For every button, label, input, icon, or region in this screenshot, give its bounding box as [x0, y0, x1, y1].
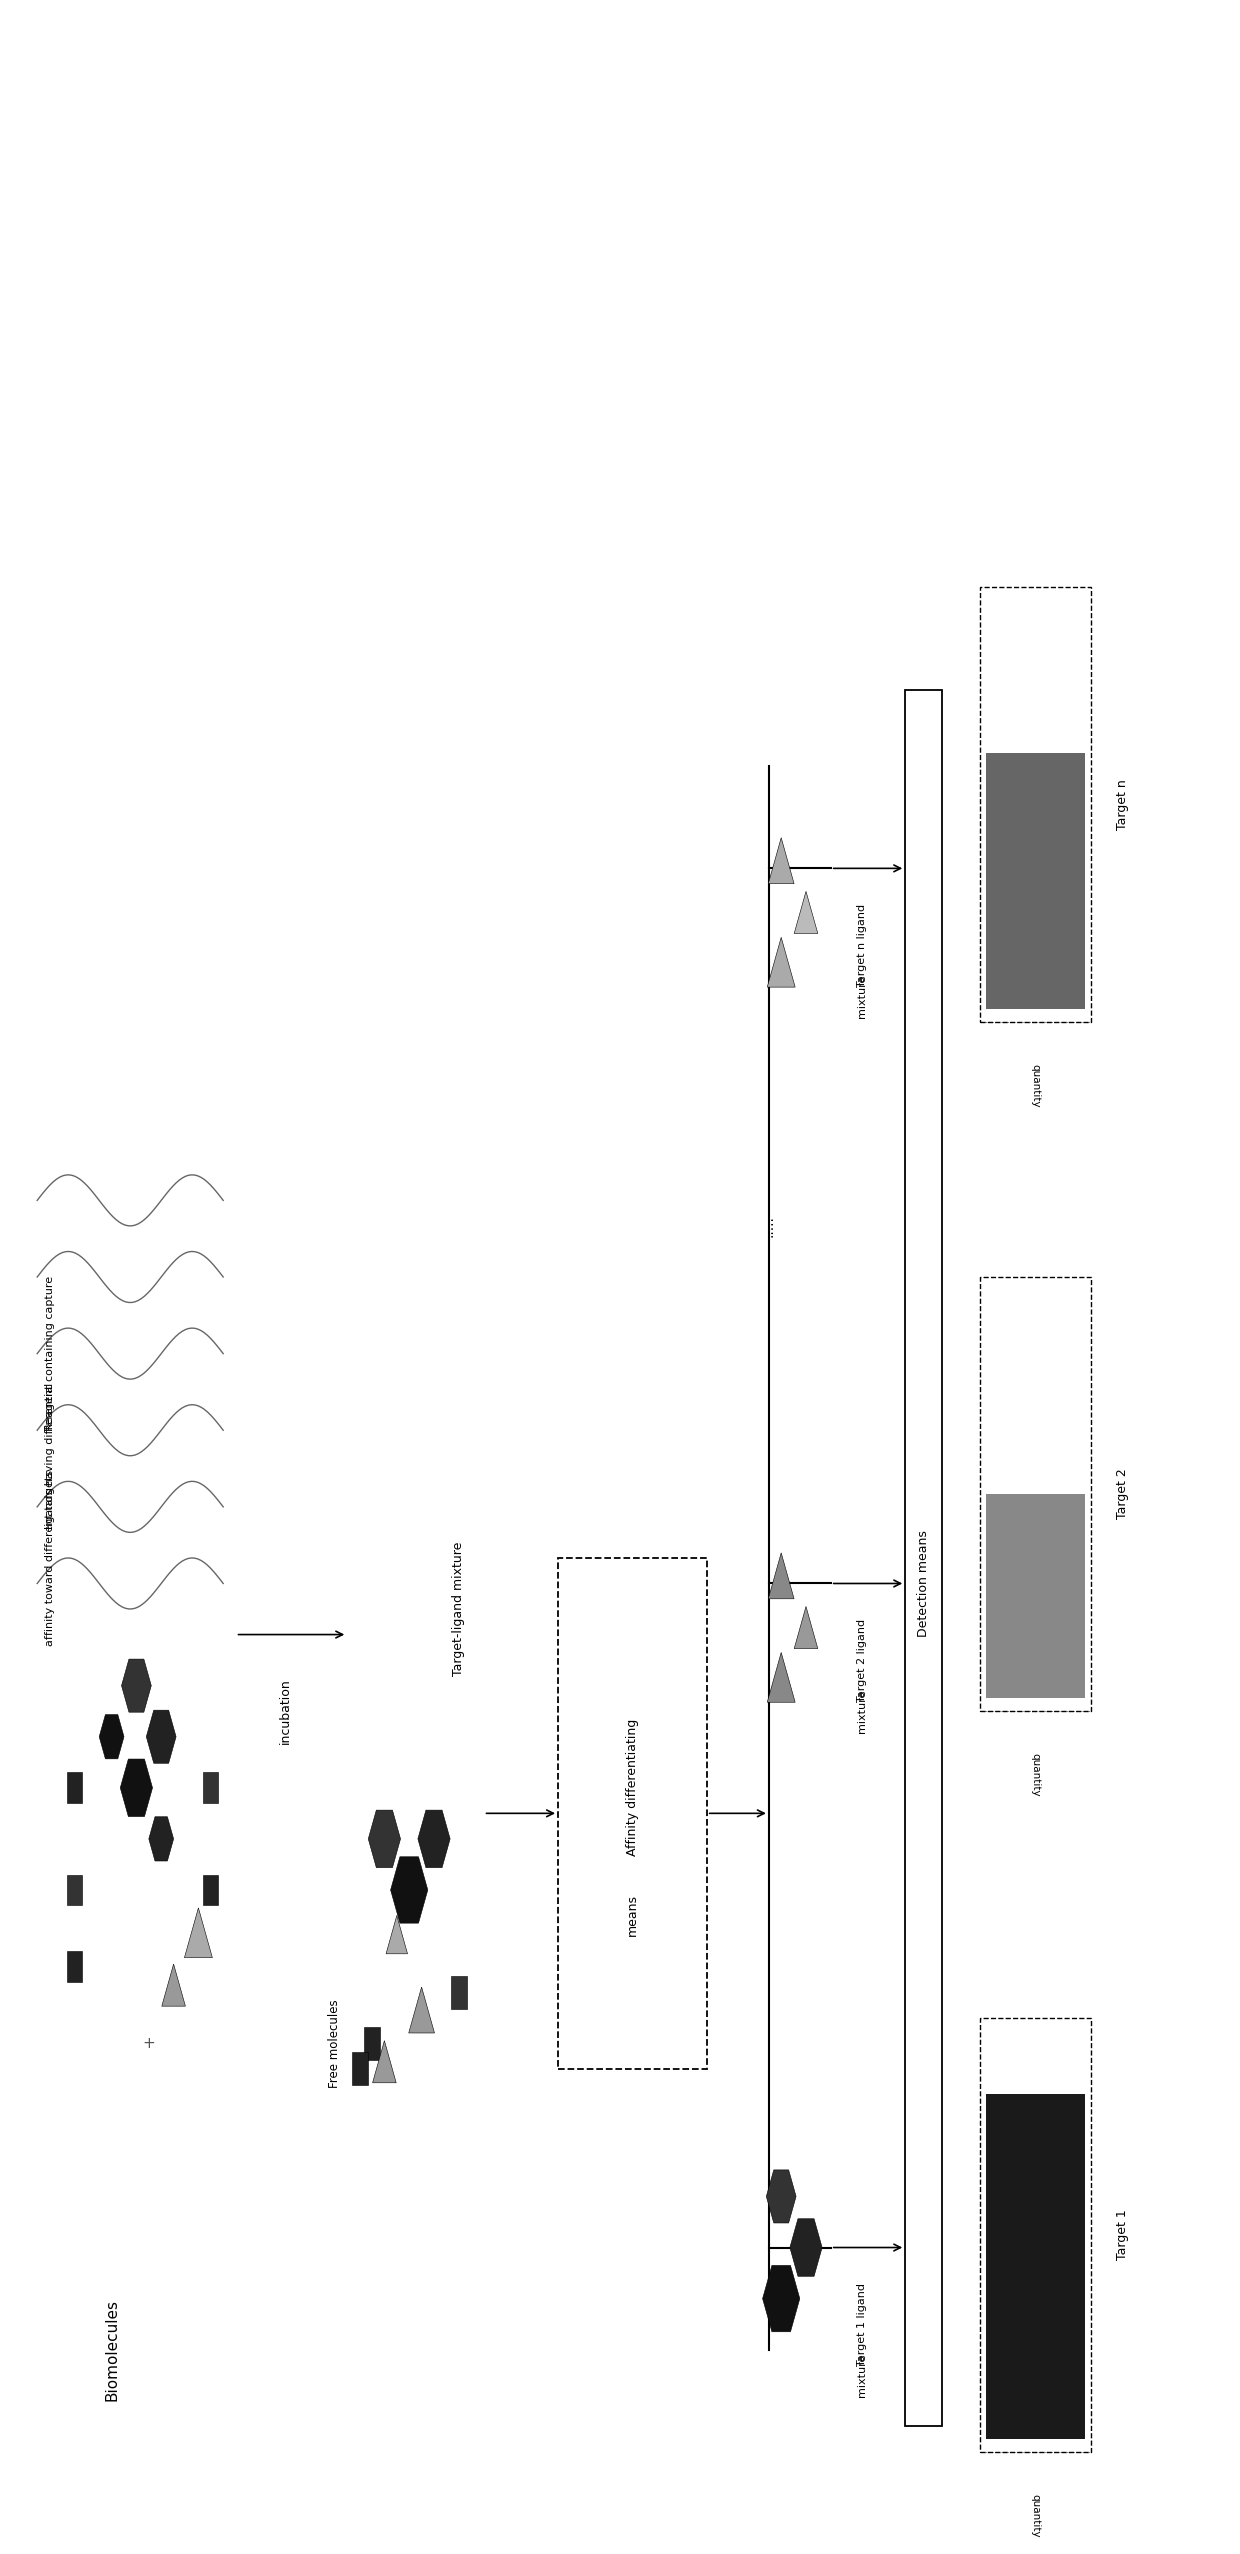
- Polygon shape: [99, 1714, 124, 1760]
- Polygon shape: [146, 1711, 176, 1762]
- Polygon shape: [769, 1553, 794, 1599]
- Text: ligands having differential: ligands having differential: [45, 1382, 55, 1530]
- Bar: [980, 587, 1091, 1022]
- Polygon shape: [185, 1908, 212, 1959]
- Text: Target n ligand: Target n ligand: [857, 904, 867, 986]
- Polygon shape: [122, 1660, 151, 1711]
- Text: Free molecules: Free molecules: [329, 2000, 341, 2087]
- Polygon shape: [418, 1811, 450, 1867]
- Text: .....: .....: [761, 1216, 776, 1236]
- Polygon shape: [120, 1760, 153, 1816]
- Bar: [905, 690, 942, 2426]
- Polygon shape: [763, 2265, 800, 2332]
- Polygon shape: [409, 1987, 434, 2033]
- Text: quantity: quantity: [1030, 1062, 1040, 1108]
- Polygon shape: [368, 1811, 401, 1867]
- Text: mixture: mixture: [857, 2355, 867, 2396]
- Bar: [986, 753, 1085, 1009]
- Text: mixture: mixture: [857, 1691, 867, 1732]
- Text: Target 1: Target 1: [1116, 2209, 1128, 2260]
- Bar: [980, 1277, 1091, 1711]
- Bar: [203, 1772, 218, 1803]
- Text: +: +: [143, 2036, 155, 2051]
- Polygon shape: [769, 838, 794, 884]
- Polygon shape: [372, 2041, 397, 2084]
- Bar: [67, 1951, 82, 1982]
- Text: Target-ligand mixture: Target-ligand mixture: [453, 1543, 465, 1675]
- Text: Target 2: Target 2: [1116, 1469, 1128, 1520]
- Polygon shape: [768, 937, 795, 988]
- Bar: [451, 1977, 466, 2007]
- Polygon shape: [794, 891, 818, 935]
- Text: affinity toward different targets: affinity toward different targets: [45, 1471, 55, 1645]
- Bar: [67, 1772, 82, 1803]
- Text: quantity: quantity: [1030, 2493, 1040, 2539]
- Text: Detection means: Detection means: [918, 1530, 930, 1637]
- Polygon shape: [391, 1857, 428, 1923]
- Bar: [67, 1875, 82, 1905]
- Text: Target 2 ligand: Target 2 ligand: [857, 1619, 867, 1701]
- Bar: [365, 2028, 381, 2059]
- Bar: [986, 1494, 1085, 1698]
- Polygon shape: [386, 1916, 408, 1954]
- Text: means: means: [626, 1895, 639, 1936]
- Text: mixture: mixture: [857, 976, 867, 1016]
- Text: incubation: incubation: [279, 1678, 291, 1744]
- Bar: [980, 2018, 1091, 2452]
- Polygon shape: [794, 1606, 818, 1650]
- Text: Reagent containing capture: Reagent containing capture: [45, 1277, 55, 1430]
- Text: quantity: quantity: [1030, 1752, 1040, 1798]
- Text: Affinity differentiating: Affinity differentiating: [626, 1719, 639, 1857]
- Bar: [558, 1558, 707, 2069]
- Bar: [986, 2094, 1085, 2439]
- Bar: [352, 2053, 368, 2084]
- Polygon shape: [768, 1652, 795, 1701]
- Polygon shape: [766, 2171, 796, 2222]
- Text: Target n: Target n: [1116, 779, 1128, 830]
- Text: Target 1 ligand: Target 1 ligand: [857, 2283, 867, 2365]
- Polygon shape: [161, 1964, 186, 2007]
- Text: Biomolecules: Biomolecules: [104, 2299, 119, 2401]
- Polygon shape: [149, 1816, 174, 1862]
- Polygon shape: [790, 2219, 822, 2276]
- Bar: [203, 1875, 218, 1905]
